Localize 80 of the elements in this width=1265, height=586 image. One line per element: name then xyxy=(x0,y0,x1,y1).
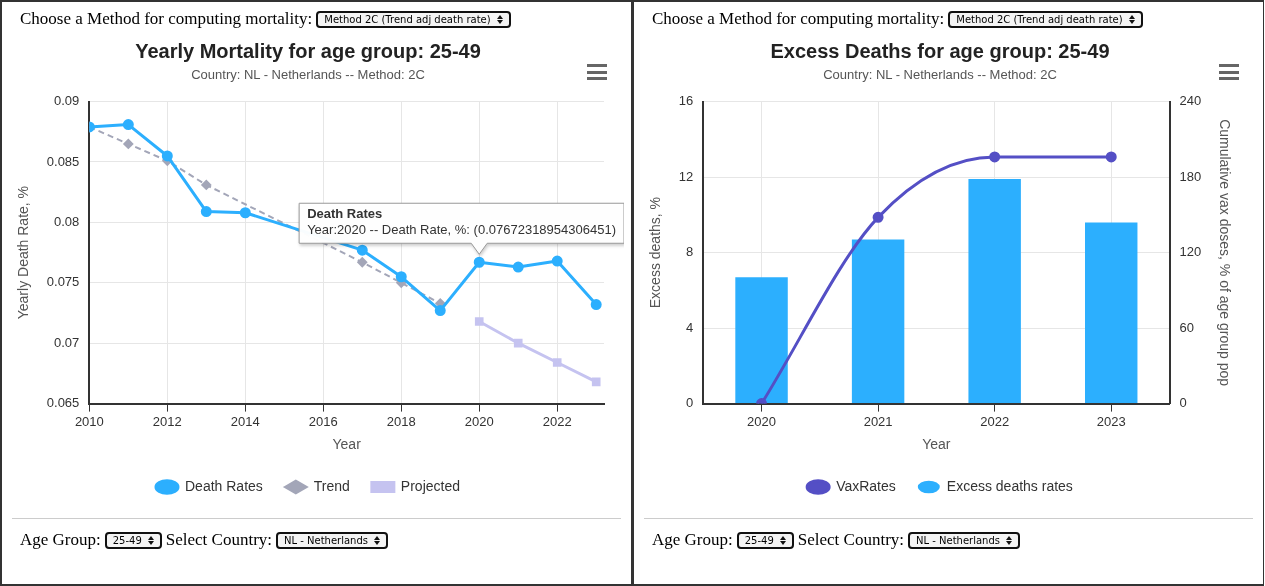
y-tick-label: 0.07 xyxy=(54,334,80,350)
point xyxy=(395,271,407,283)
y-tick-label: 16 xyxy=(678,93,694,109)
y-tick-label: 4 xyxy=(686,319,694,335)
y-tick-label: 0.085 xyxy=(46,153,80,169)
point xyxy=(551,255,563,267)
text: Select Country: xyxy=(165,530,273,550)
point xyxy=(200,206,212,218)
y-tick-label: 0.08 xyxy=(54,213,80,229)
point xyxy=(161,150,173,162)
bar xyxy=(1085,222,1138,404)
point xyxy=(590,299,602,311)
y-axis-title: Yearly Death Rate, % xyxy=(15,185,32,320)
point xyxy=(552,358,562,367)
age-group-select: 25-49 xyxy=(736,531,794,549)
text: Choose a Method for computing mortality: xyxy=(652,9,945,29)
x-axis-title: Year xyxy=(922,436,951,453)
y2-tick-label: 60 xyxy=(1179,319,1194,335)
point xyxy=(513,338,523,348)
point xyxy=(201,179,212,190)
chart-title: Excess Deaths for age group: 25-49 xyxy=(770,39,1110,62)
bar xyxy=(735,277,788,404)
x-tick-label: 2020 xyxy=(747,413,776,429)
point xyxy=(122,119,134,131)
x-tick-label: 2010 xyxy=(74,413,104,429)
x-axis-title: Year xyxy=(332,436,362,453)
point xyxy=(989,151,1001,163)
legend-label: Excess deaths rates xyxy=(946,477,1073,494)
x-tick-label: 2014 xyxy=(230,413,260,429)
chart-subtitle: Country: NL - Netherlands -- Method: 2C xyxy=(191,67,425,83)
x-tick-label: 2012 xyxy=(152,413,182,429)
chart-subtitle: Country: NL - Netherlands -- Method: 2C xyxy=(823,67,1057,83)
y-tick-label: 0 xyxy=(686,395,694,411)
y-tick-label: 12 xyxy=(678,168,694,184)
point xyxy=(512,261,524,273)
x-tick-label: 2018 xyxy=(386,413,416,429)
text: Age Group: xyxy=(20,530,101,550)
text: Age Group: xyxy=(652,530,733,550)
point xyxy=(474,317,484,326)
point xyxy=(123,138,134,149)
legend-label: Projected xyxy=(400,477,461,494)
country-select: NL - Netherlands xyxy=(276,531,388,549)
country-select: NL - Netherlands xyxy=(908,531,1020,549)
legend-label: Death Rates xyxy=(184,477,263,494)
y2-axis-title: Cumulative vax doses, % of age group pop xyxy=(1216,119,1233,387)
x-tick-label: 2022 xyxy=(980,413,1010,429)
point xyxy=(357,257,368,268)
y-axis-title: Excess deaths, % xyxy=(647,196,664,309)
x-tick-label: 2022 xyxy=(542,413,572,429)
y-tick-label: 0.065 xyxy=(46,395,80,411)
y-tick-label: 0.075 xyxy=(46,274,80,290)
x-tick-label: 2016 xyxy=(308,413,338,429)
bar xyxy=(851,239,905,404)
annotation: Death Rates xyxy=(307,206,383,222)
annotation: Year:2020 -- Death Rate, %: (0.07672318954306451) xyxy=(307,222,616,238)
legend-label: Trend xyxy=(313,477,350,494)
text: Choose a Method for computing mortality: xyxy=(20,9,313,29)
point xyxy=(1105,151,1117,163)
point xyxy=(872,211,884,223)
y2-tick-label: 0 xyxy=(1179,395,1187,411)
y-tick-label: 0.09 xyxy=(54,93,80,109)
x-tick-label: 2023 xyxy=(1096,413,1126,429)
method-select: Method 2C (Trend adj death rate) xyxy=(316,10,511,28)
point xyxy=(356,244,368,256)
point xyxy=(239,207,251,219)
point xyxy=(434,305,446,317)
text: Select Country: xyxy=(797,530,905,550)
x-tick-label: 2021 xyxy=(863,413,893,429)
y2-tick-label: 180 xyxy=(1179,168,1202,184)
method-select: Method 2C (Trend adj death rate) xyxy=(948,10,1143,28)
age-group-select: 25-49 xyxy=(104,531,162,549)
legend-label: VaxRates xyxy=(836,477,896,494)
y2-tick-label: 240 xyxy=(1179,93,1202,109)
y2-tick-label: 120 xyxy=(1179,244,1202,260)
chart-title: Yearly Mortality for age group: 25-49 xyxy=(135,39,481,62)
bar xyxy=(968,178,1021,404)
point xyxy=(473,256,485,268)
x-tick-label: 2020 xyxy=(464,413,494,429)
point xyxy=(591,377,601,387)
y-tick-label: 8 xyxy=(686,244,694,260)
